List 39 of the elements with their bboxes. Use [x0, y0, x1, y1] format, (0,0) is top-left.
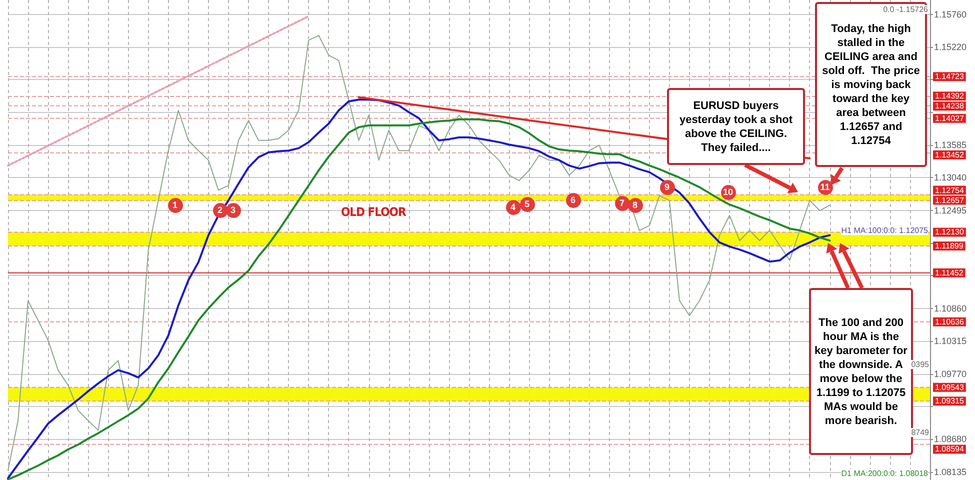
ref-line-label: 1.12130 [935, 228, 964, 237]
annotation: OLD FLOOR [341, 205, 406, 219]
circle-badge: 4 [506, 200, 520, 214]
annotation: 8749 [911, 428, 929, 437]
y-tick-label: 1.13040 [934, 172, 967, 183]
callout-box: The 100 and 200 hour MA is the key barometer for the downside. A move below the 1.1199 to 1.12075 MAs would be more bearish. [809, 288, 913, 455]
y-tick-label: 1.13585 [934, 140, 967, 150]
ref-line-label: 1.12754 [935, 186, 964, 195]
ref-line-label: 1.14238 [935, 102, 964, 111]
ref-line-label: 1.09315 [935, 396, 964, 406]
circle-badge: 9 [660, 180, 674, 194]
circle-badge: 3 [226, 202, 240, 218]
y-tick-label: 1.08680 [934, 434, 967, 444]
circle-badge: 11 [818, 180, 832, 194]
y-tick-label: 1.10860 [934, 303, 967, 314]
circle-badge: 10 [720, 184, 736, 200]
ref-line-label: 1.14723 [935, 72, 964, 82]
ref-line-label: 1.09543 [935, 382, 964, 392]
callout-box: EURUSD buyers yesterday took a shot above the CEILING. They failed.... [667, 88, 805, 165]
ref-line-label: 1.14392 [935, 92, 964, 101]
annotation: D1 MA:200:0:0: 1.08018 [841, 469, 928, 478]
annotation: 0395 [911, 360, 929, 369]
annotation: 0.0 -1.15726 [883, 5, 928, 14]
ref-line-label: 1.14027 [935, 114, 964, 123]
circle-badge: 6 [566, 192, 580, 208]
annotation: H1 MA:100:0:0: 1.12075 [841, 226, 928, 235]
ref-line-label: 1.13452 [935, 150, 964, 160]
circle-badge: 2 [212, 202, 228, 218]
ref-line-label: 1.08594 [935, 444, 964, 454]
ref-line-label: 1.11899 [935, 242, 964, 251]
y-tick-label: 1.12495 [934, 205, 967, 216]
y-tick-label: 1.15760 [934, 9, 967, 20]
ref-line-label: 1.10636 [935, 317, 964, 326]
y-tick-label: 1.09770 [934, 368, 967, 379]
y-tick-label: 1.10315 [934, 336, 967, 346]
ref-line-label: 1.12657 [935, 196, 964, 205]
y-tick-label: 1.15220 [934, 42, 967, 52]
ref-line-label: 1.11452 [935, 268, 964, 278]
y-tick-label: 1.08135 [934, 466, 967, 477]
